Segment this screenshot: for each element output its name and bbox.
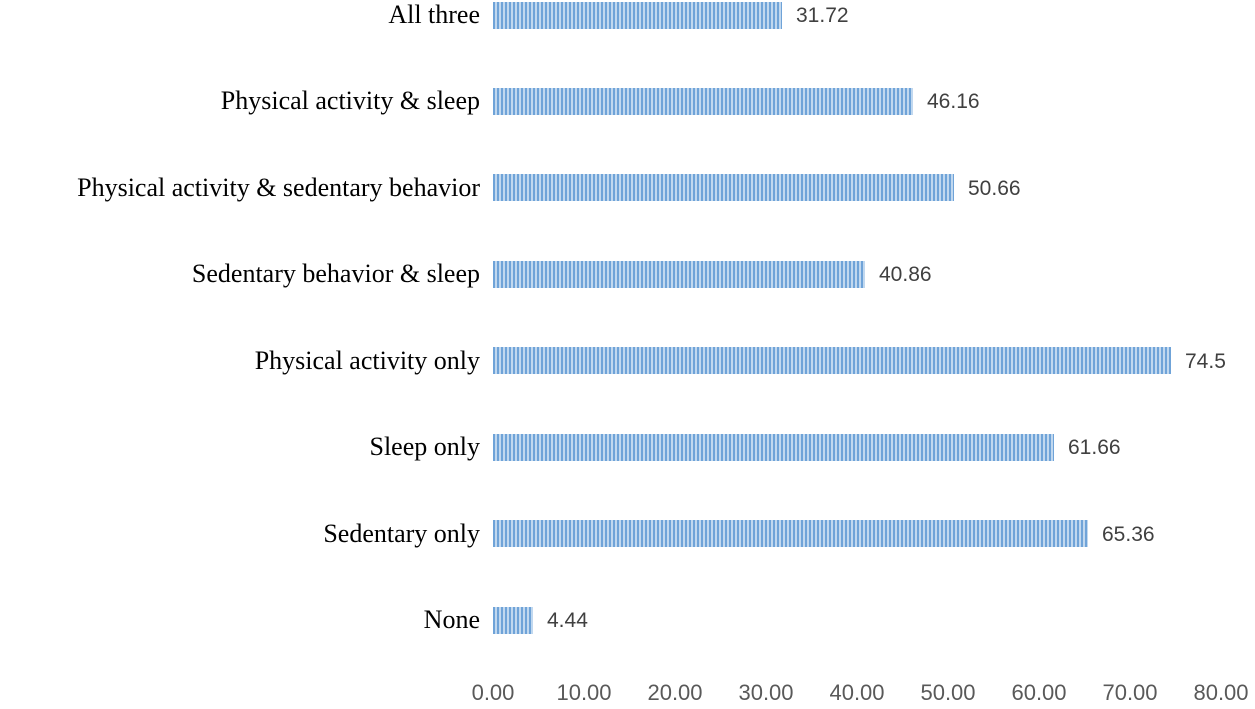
- x-tick-label: 60.00: [1011, 680, 1067, 705]
- value-label: 4.44: [547, 609, 588, 632]
- category-label: Sleep only: [369, 432, 481, 462]
- category-label: All three: [388, 0, 480, 29]
- value-label: 50.66: [968, 176, 1021, 200]
- value-label: 65.36: [1102, 522, 1155, 546]
- category-label: Sedentary behavior & sleep: [191, 259, 480, 289]
- x-tick-label: 20.00: [647, 680, 703, 705]
- value-label: 31.72: [796, 4, 849, 27]
- x-tick-label: 30.00: [738, 680, 794, 705]
- bar: [493, 1, 782, 29]
- x-tick-label: 70.00: [1102, 680, 1158, 705]
- bar: [493, 520, 1088, 548]
- value-label: 74.5: [1185, 349, 1226, 373]
- category-label: Sedentary only: [323, 518, 480, 548]
- bar: [493, 433, 1054, 461]
- value-label: 40.86: [879, 263, 932, 287]
- value-label: 61.66: [1068, 436, 1121, 460]
- bar: [493, 347, 1171, 375]
- bar: [493, 606, 533, 634]
- category-label: Physical activity only: [254, 345, 480, 375]
- category-label: Physical activity & sedentary behavior: [77, 172, 480, 202]
- x-tick-label: 50.00: [920, 680, 976, 705]
- bar: [493, 174, 954, 202]
- bar: [493, 87, 913, 115]
- value-label: 46.16: [927, 90, 980, 114]
- x-tick-label: 80.00: [1193, 680, 1249, 705]
- x-tick-label: 40.00: [829, 680, 885, 705]
- x-tick-label: 0.00: [471, 680, 515, 705]
- category-label: Physical activity & sleep: [220, 86, 480, 116]
- bar: [493, 260, 865, 288]
- category-label: None: [423, 605, 480, 634]
- x-tick-label: 10.00: [556, 680, 612, 705]
